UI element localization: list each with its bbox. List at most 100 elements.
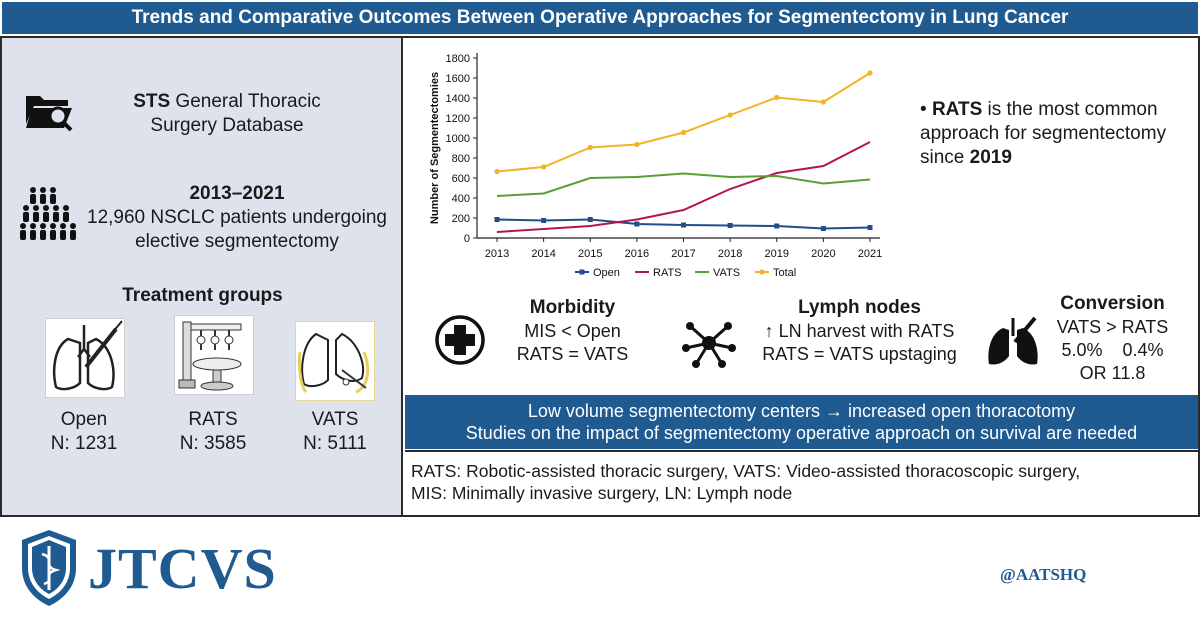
lymph-line2: RATS = VATS upstaging (762, 344, 957, 364)
data-point-total (541, 164, 547, 170)
right-panel: 0 200 400 600 800 1000 1200 1400 1600 1800 2013 201… (405, 38, 1198, 515)
lymph-title: Lymph nodes (798, 297, 921, 318)
data-point-total (680, 129, 687, 136)
x-tick-label: 2015 (578, 248, 602, 260)
cohort-line1: 12,960 NSCLC patients undergoing (87, 207, 387, 228)
people-group-icon (18, 186, 80, 246)
data-point-total (727, 112, 733, 118)
series-line-rats (496, 141, 871, 233)
data-point-total (774, 94, 780, 101)
line-chart: 0 200 400 600 800 1000 1200 1400 1600 1800 2013 201… (405, 38, 895, 288)
morbidity-line2: RATS = VATS (516, 344, 629, 364)
findings-line1: Low volume segmentectomy centers → incre… (527, 401, 1076, 421)
x-tick-label: 2017 (671, 248, 695, 260)
data-point-open (774, 223, 780, 229)
folder-search-icon (24, 88, 74, 132)
lymph-block: Lymph nodes ↑ LN harvest with RATS RATS … (737, 296, 982, 366)
x-tick-label: 2016 (625, 248, 649, 260)
cohort-label: 2013–2021 12,960 NSCLC patients undergoi… (76, 182, 398, 254)
data-point-open (587, 217, 593, 222)
database-rest: General Thoracic (175, 91, 321, 112)
x-tick-label: 2019 (765, 248, 789, 260)
data-point-open (867, 225, 873, 230)
abbrev-line2: MIS: Minimally invasive surgery, LN: Lym… (411, 483, 793, 503)
legend-label-total: Total (773, 267, 796, 279)
data-point-open (541, 218, 547, 223)
y-tick-label: 800 (452, 153, 470, 165)
conversion-line2: 5.0% 0.4% (1061, 340, 1164, 360)
lymph-line1: ↑ LN harvest with RATS (764, 321, 955, 341)
x-tick-label: 2014 (531, 248, 555, 260)
line-chart-svg: 0 200 400 600 800 1000 1200 1400 1600 1800 2013 201… (429, 53, 882, 279)
database-bold: STS (133, 91, 171, 112)
data-point-total (494, 168, 500, 175)
conversion-line3: OR 11.8 (1079, 363, 1146, 383)
left-panel: STS General Thoracic Surgery Database (2, 38, 403, 515)
data-point-total (867, 70, 873, 76)
y-tick-label: 200 (452, 213, 470, 225)
content-frame (0, 36, 1200, 517)
data-point-open (681, 222, 686, 228)
bullet-bold-year: 2019 (969, 147, 1012, 168)
x-tick-label: 2020 (811, 248, 835, 260)
abbreviations-box: RATS: Robotic-assisted thoracic surgery,… (405, 450, 1198, 515)
findings-box: Low volume segmentectomy centers → incre… (405, 395, 1198, 449)
aats-shield-icon (18, 528, 80, 613)
data-point-open (494, 217, 500, 222)
group-vats-label: VATS N: 5111 (303, 409, 367, 454)
legend-marker-open (579, 269, 585, 275)
up-arrow-icon: ↑ (764, 321, 774, 341)
open-surgery-image (45, 318, 125, 398)
conversion-title: Conversion (1060, 293, 1165, 314)
y-tick-label: 1400 (446, 93, 470, 105)
findings-line2: Studies on the impact of segmentectomy o… (465, 423, 1138, 443)
page-title: Trends and Comparative Outcomes Between … (131, 7, 1069, 28)
y-tick-label: 600 (452, 173, 470, 185)
vats-surgery-image (295, 321, 375, 401)
cohort-years: 2013–2021 (189, 183, 285, 204)
legend-label-rats: RATS (653, 267, 682, 279)
y-tick-label: 1800 (446, 53, 470, 65)
morbidity-title: Morbidity (529, 297, 616, 318)
y-tick-label: 0 (464, 233, 470, 245)
morbidity-line1: MIS < Open (524, 321, 621, 341)
y-axis-label: Number of Segmentectomies (429, 72, 441, 224)
rats-bullet: • RATS is the most common approach for s… (920, 98, 1180, 170)
cohort-line2: elective segmentectomy (135, 231, 339, 252)
social-handle[interactable]: @AATSHQ (1000, 565, 1087, 584)
groups-title: Treatment groups (122, 285, 283, 306)
robotic-surgery-image (174, 315, 254, 395)
y-tick-label: 1600 (446, 73, 470, 85)
abbrev-line1: RATS: Robotic-assisted thoracic surgery,… (411, 461, 1081, 481)
y-tick-label: 1000 (446, 133, 470, 145)
x-tick-label: 2018 (718, 248, 742, 260)
conversion-block: Conversion VATS > RATS 5.0% 0.4% OR 11.8 (1035, 292, 1190, 385)
lung-scalpel-icon (985, 316, 1043, 366)
series-line-vats (496, 172, 871, 197)
morbidity-block: Morbidity MIS < Open RATS = VATS (485, 296, 660, 366)
data-point-open (820, 226, 826, 231)
x-tick-label: 2013 (485, 248, 509, 260)
medical-cross-icon (435, 315, 485, 365)
group-open-label: Open N: 1231 (50, 409, 118, 454)
database-line2: Surgery Database (150, 115, 304, 136)
data-point-open (727, 223, 733, 228)
data-point-total (634, 141, 640, 148)
series-line-total (496, 72, 871, 173)
lymph-node-icon (682, 318, 736, 368)
legend-label-vats: VATS (713, 267, 740, 279)
title-banner: Trends and Comparative Outcomes Between … (0, 0, 1200, 36)
data-point-open (634, 221, 640, 227)
bullet-bold-rats: RATS (931, 99, 983, 120)
y-tick-label: 1200 (446, 113, 470, 125)
database-label: STS General Thoracic Surgery Database (102, 90, 352, 138)
data-point-total (587, 144, 593, 151)
x-tick-label: 2021 (858, 248, 882, 260)
legend-label-open: Open (593, 267, 620, 279)
data-point-total (820, 99, 826, 105)
journal-logo: JTCVS (88, 536, 277, 601)
bullet-dot: • (920, 99, 927, 120)
group-rats-label: RATS N: 3585 (179, 409, 247, 454)
y-tick-label: 400 (452, 193, 470, 205)
conversion-line1: VATS > RATS (1056, 317, 1169, 337)
